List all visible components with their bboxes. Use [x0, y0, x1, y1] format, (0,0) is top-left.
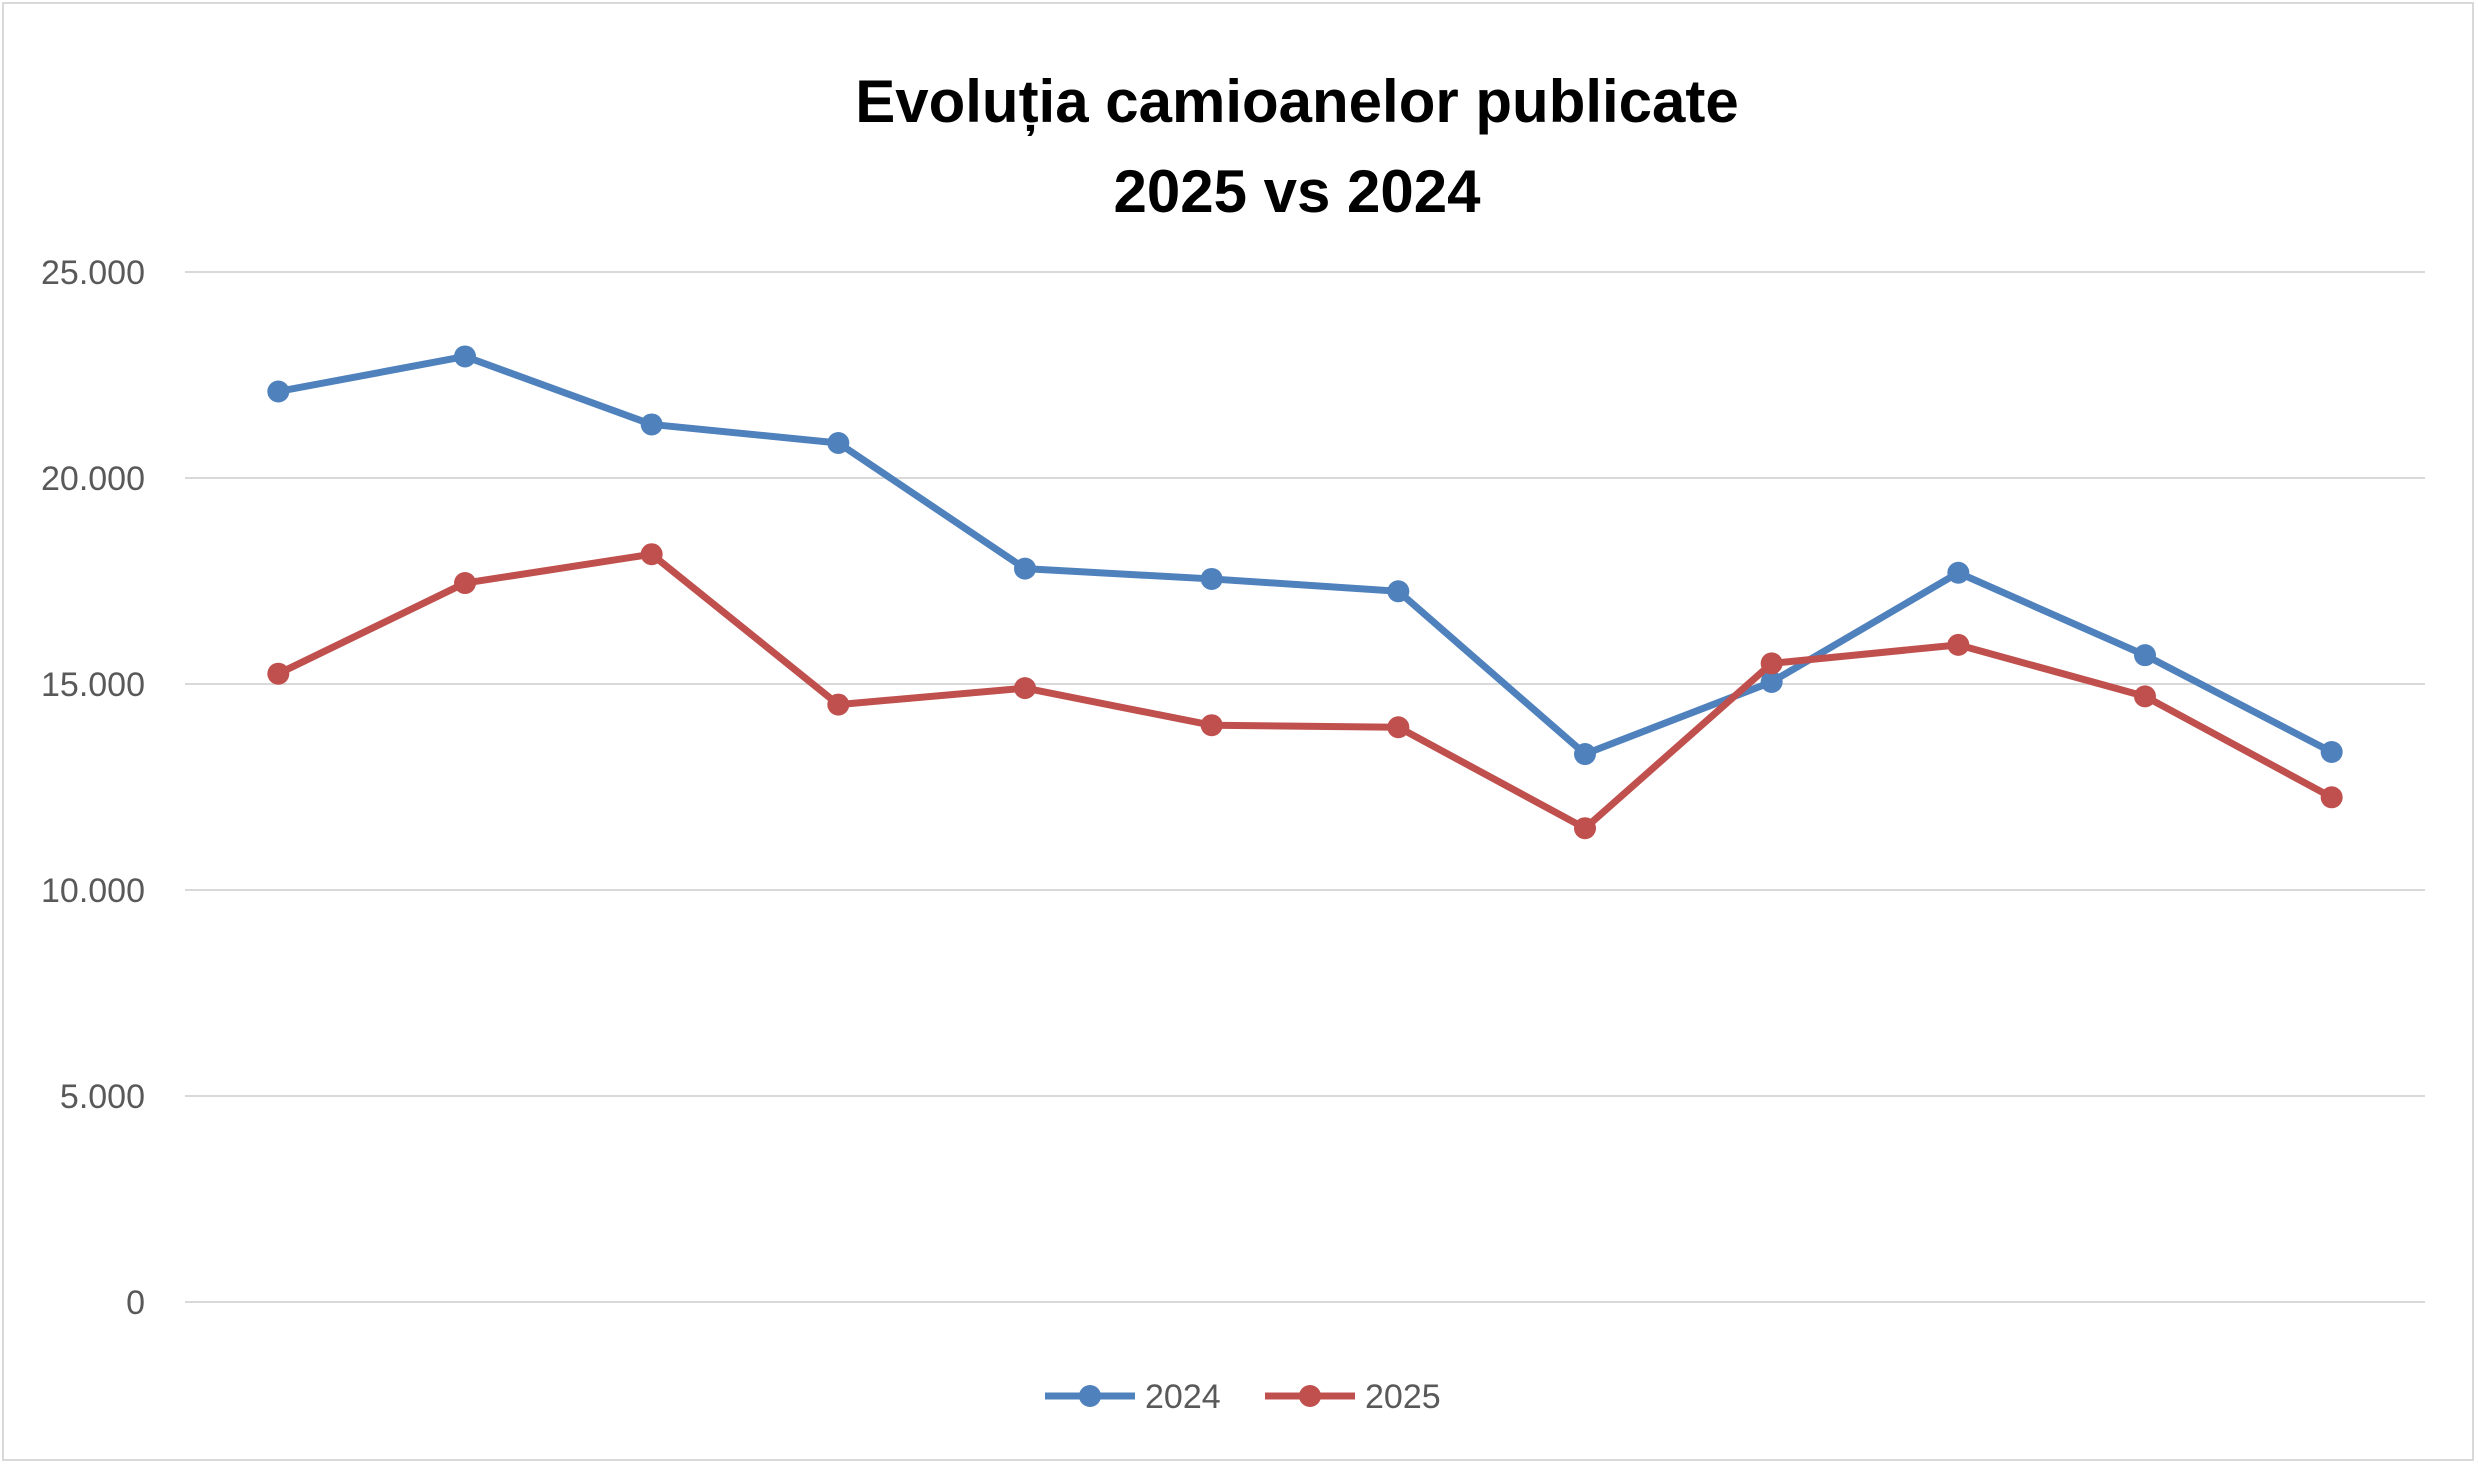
- data-point-2024: [827, 431, 850, 454]
- chart-title-line-2: 2025 vs 2024: [1113, 158, 1481, 225]
- data-point-2025: [1947, 633, 1970, 656]
- y-tick-label: 5.000: [60, 1078, 145, 1116]
- legend-marker: [1299, 1385, 1321, 1407]
- legend-label: 2024: [1145, 1378, 1221, 1416]
- data-point-2025: [267, 662, 290, 685]
- gridlines: [185, 271, 2425, 1303]
- series-line-2024: [274, 352, 2336, 758]
- data-point-2024: [1387, 580, 1410, 603]
- data-point-2025: [1387, 716, 1410, 739]
- data-point-2025: [1200, 714, 1223, 737]
- y-tick-label: 20.000: [41, 460, 145, 498]
- data-point-2024: [1014, 557, 1036, 580]
- data-point-2025: [1760, 652, 1783, 675]
- data-point-2025: [2320, 786, 2343, 809]
- data-point-2025: [2134, 685, 2156, 708]
- y-tick-label: 0: [126, 1284, 145, 1322]
- legend-label: 2025: [1365, 1378, 1441, 1416]
- legend-item-2025: 2025: [1265, 1378, 1441, 1416]
- legend-marker: [1079, 1385, 1101, 1407]
- y-tick-label: 15.000: [41, 666, 145, 704]
- y-axis-tick-labels: 0 5.000 10.000 15.000 20.000 25.000: [41, 254, 145, 1322]
- legend: 2024 2025: [1045, 1378, 1441, 1416]
- data-point-2025: [1014, 677, 1036, 700]
- chart-title: Evoluția camioanelor publicate 2025 vs 2…: [855, 68, 1739, 225]
- data-point-2024: [267, 380, 290, 403]
- data-point-2025: [1574, 817, 1596, 840]
- series-lines: [267, 345, 2343, 840]
- series-2024: [267, 345, 2343, 766]
- data-point-2024: [1200, 567, 1223, 590]
- series-2025: [267, 543, 2343, 840]
- data-point-2025: [640, 543, 663, 566]
- data-point-2024: [640, 413, 663, 436]
- y-tick-label: 10.000: [41, 872, 145, 910]
- y-tick-label: 25.000: [41, 254, 145, 292]
- chart-title-line-1: Evoluția camioanelor publicate: [855, 68, 1739, 136]
- data-point-2024: [1760, 670, 1783, 693]
- data-point-2025: [827, 693, 850, 716]
- series-line-2025: [274, 550, 2336, 832]
- data-point-2025: [454, 572, 476, 595]
- data-point-2024: [454, 345, 476, 368]
- data-point-2024: [1574, 743, 1596, 766]
- legend-item-2024: 2024: [1045, 1378, 1221, 1416]
- data-point-2024: [2134, 644, 2156, 667]
- data-point-2024: [1947, 561, 1970, 584]
- data-point-2024: [2320, 740, 2343, 763]
